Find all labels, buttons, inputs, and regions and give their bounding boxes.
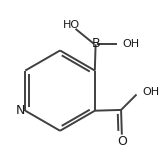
Text: B: B — [92, 37, 101, 50]
Text: OH: OH — [123, 39, 140, 49]
Text: O: O — [117, 135, 127, 148]
Text: HO: HO — [63, 20, 80, 30]
Text: N: N — [16, 104, 25, 117]
Text: OH: OH — [142, 87, 159, 97]
